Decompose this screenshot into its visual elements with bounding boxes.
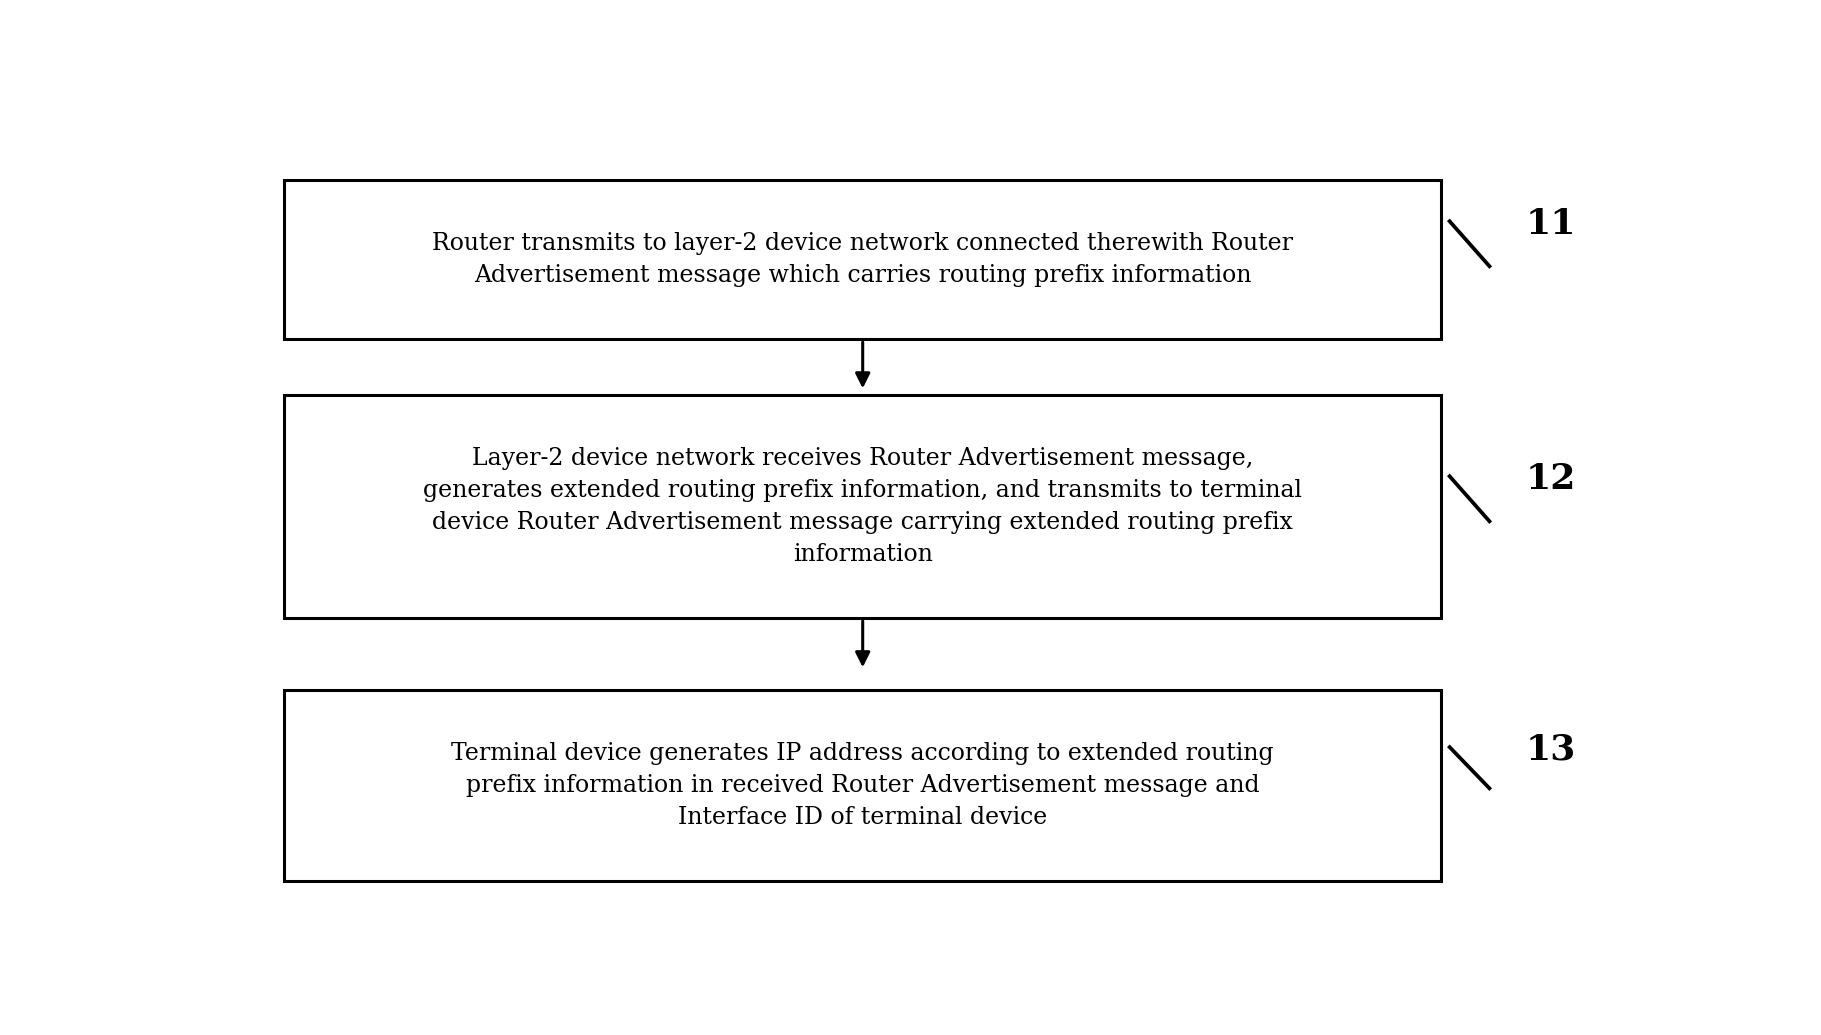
Text: Router transmits to layer-2 device network connected therewith Router
Advertisem: Router transmits to layer-2 device netwo… [432,232,1293,287]
Text: 12: 12 [1526,462,1577,496]
Text: Terminal device generates IP address according to extended routing
prefix inform: Terminal device generates IP address acc… [452,742,1275,829]
Text: 11: 11 [1526,207,1577,241]
Text: Layer-2 device network receives Router Advertisement message,
generates extended: Layer-2 device network receives Router A… [422,447,1302,566]
Bar [284,180,1442,339]
Text: 13: 13 [1526,733,1577,767]
Bar [284,690,1442,882]
Bar [284,395,1442,618]
